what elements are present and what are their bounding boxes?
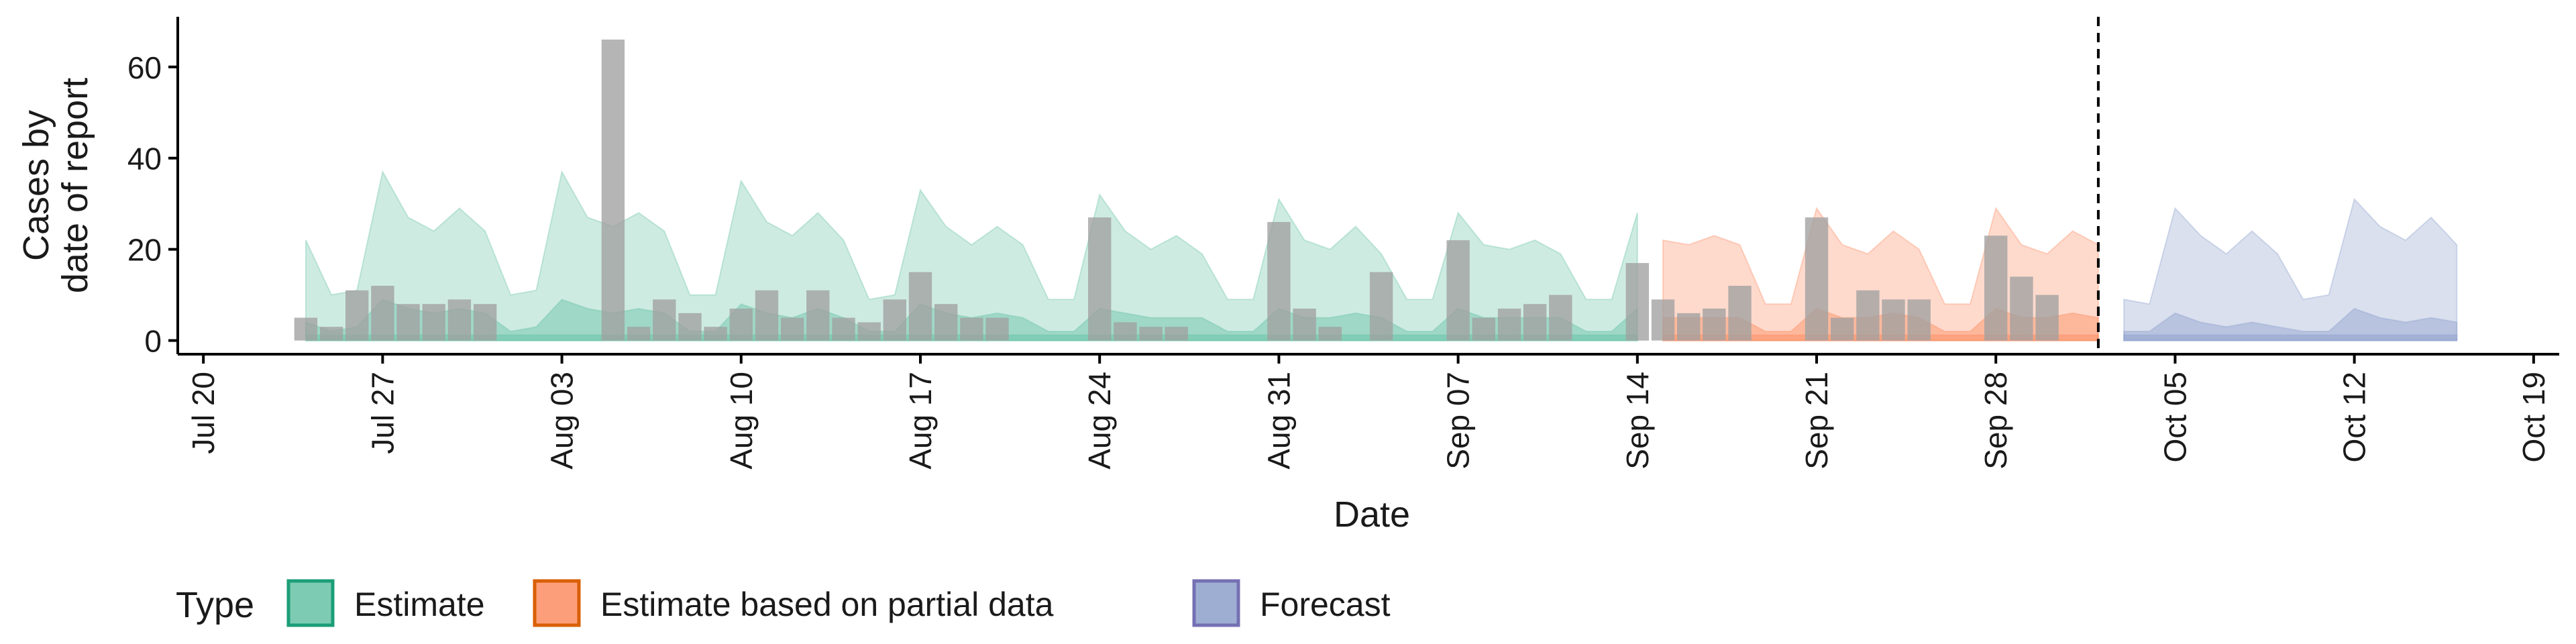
- bar-2020-08-08: [678, 313, 702, 341]
- bar-2020-07-24: [294, 317, 318, 341]
- bar-2020-07-30: [447, 299, 472, 341]
- bar-2020-09-25: [1907, 299, 1931, 341]
- bar-2020-09-14: [1625, 263, 1649, 341]
- x-tick-label-2020-09-28: Sep 28: [1978, 372, 2013, 470]
- x-tick-label-2020-10-12: Oct 12: [2337, 372, 2372, 463]
- bar-2020-07-26: [345, 290, 369, 341]
- bar-2020-07-29: [422, 304, 445, 341]
- y-tick-label-40: 40: [127, 142, 162, 176]
- bar-2020-09-01: [1293, 309, 1316, 341]
- x-tick-label-2020-07-20: Jul 20: [186, 372, 221, 454]
- legend-swatch-estimate-based-on-partial-data: [533, 579, 581, 627]
- legend-label-estimate-based-on-partial-data: Estimate based on partial data: [600, 586, 1054, 623]
- bar-2020-08-31: [1267, 221, 1291, 341]
- y-axis-ticks: 0 20 40 60: [127, 50, 178, 359]
- y-axis-label: Cases by: [16, 110, 56, 261]
- band-outer-forecast: [2123, 197, 2458, 341]
- y-axis-label-line-2: date of report: [55, 78, 95, 293]
- bar-2020-09-28: [1984, 235, 2008, 341]
- legend-swatch-estimate: [286, 579, 335, 627]
- bar-2020-08-09: [704, 327, 727, 341]
- bar-2020-09-29: [2010, 276, 2033, 341]
- bar-2020-09-17: [1703, 309, 1726, 341]
- x-tick-label-2020-09-21: Sep 21: [1799, 372, 1834, 470]
- legend-title: Type: [176, 585, 254, 625]
- x-axis-label: Date: [1334, 494, 1410, 535]
- band-inner-forecast: [2123, 307, 2458, 341]
- bar-2020-08-24: [1088, 217, 1112, 341]
- bar-2020-08-16: [883, 299, 906, 341]
- bar-2020-09-15: [1651, 299, 1675, 341]
- x-tick-label-2020-08-10: Aug 10: [724, 372, 759, 470]
- y-tick-label-60: 60: [127, 50, 162, 85]
- bar-2020-08-10: [729, 309, 753, 341]
- reported-case-bars: [294, 40, 2059, 341]
- x-tick-label-2020-10-19: Oct 19: [2516, 372, 2551, 463]
- bar-2020-08-19: [960, 317, 983, 341]
- x-tick-label-2020-08-17: Aug 17: [903, 372, 938, 470]
- x-axis-ticks: Jul 20 Jul 27 Aug 03 Aug 10 Aug 17 Aug 24 Aug …: [186, 354, 2551, 470]
- bar-2020-08-07: [653, 299, 676, 341]
- bar-2020-08-11: [755, 290, 779, 341]
- bar-2020-08-20: [985, 317, 1009, 341]
- band-outer-estimate: [305, 170, 1638, 341]
- y-tick-label-20: 20: [127, 233, 162, 268]
- bar-2020-09-02: [1318, 327, 1342, 341]
- bar-2020-07-28: [396, 304, 420, 341]
- bar-2020-09-22: [1831, 317, 1854, 341]
- bar-2020-08-14: [832, 317, 855, 341]
- band-core-forecast: [2123, 334, 2458, 341]
- bar-2020-08-15: [857, 322, 881, 341]
- bar-2020-07-27: [371, 286, 394, 341]
- bar-2020-09-30: [2035, 294, 2059, 341]
- bar-2020-09-16: [1677, 313, 1701, 341]
- bar-2020-08-26: [1139, 327, 1163, 341]
- bar-2020-09-23: [1856, 290, 1880, 341]
- bar-2020-09-21: [1805, 217, 1829, 341]
- bar-2020-09-04: [1369, 272, 1393, 341]
- legend-swatch-forecast: [1192, 579, 1240, 627]
- bar-2020-09-18: [1728, 286, 1752, 341]
- bar-2020-08-05: [601, 40, 625, 341]
- x-tick-label-2020-08-03: Aug 03: [545, 372, 580, 470]
- x-tick-label-2020-09-07: Sep 07: [1441, 372, 1476, 470]
- legend-label-estimate: Estimate: [354, 586, 485, 623]
- bar-2020-07-25: [319, 327, 343, 341]
- y-tick-label-0: 0: [144, 324, 162, 359]
- bar-2020-08-06: [627, 327, 651, 341]
- bar-2020-09-10: [1523, 304, 1547, 341]
- bar-2020-09-09: [1497, 309, 1521, 341]
- bar-2020-08-17: [908, 272, 932, 341]
- bar-2020-07-31: [473, 304, 497, 341]
- x-tick-label-2020-10-05: Oct 05: [2157, 372, 2192, 463]
- bar-2020-08-18: [934, 304, 958, 341]
- bar-2020-08-13: [806, 290, 830, 341]
- x-tick-label-2020-09-14: Sep 14: [1620, 372, 1655, 470]
- bar-2020-08-25: [1114, 322, 1137, 341]
- bar-2020-09-11: [1549, 294, 1572, 341]
- legend: Type Estimate Estimate based on partial d…: [176, 579, 1391, 627]
- x-tick-label-2020-08-24: Aug 24: [1082, 372, 1117, 470]
- bar-2020-09-07: [1446, 240, 1470, 341]
- bar-2020-08-27: [1165, 327, 1188, 341]
- bar-2020-08-12: [781, 317, 804, 341]
- legend-label-forecast: Forecast: [1260, 586, 1391, 623]
- bar-2020-09-24: [1882, 299, 1905, 341]
- x-tick-label-2020-07-27: Jul 27: [365, 372, 400, 454]
- bar-2020-09-08: [1472, 317, 1495, 341]
- x-tick-label-2020-08-31: Aug 31: [1261, 372, 1296, 470]
